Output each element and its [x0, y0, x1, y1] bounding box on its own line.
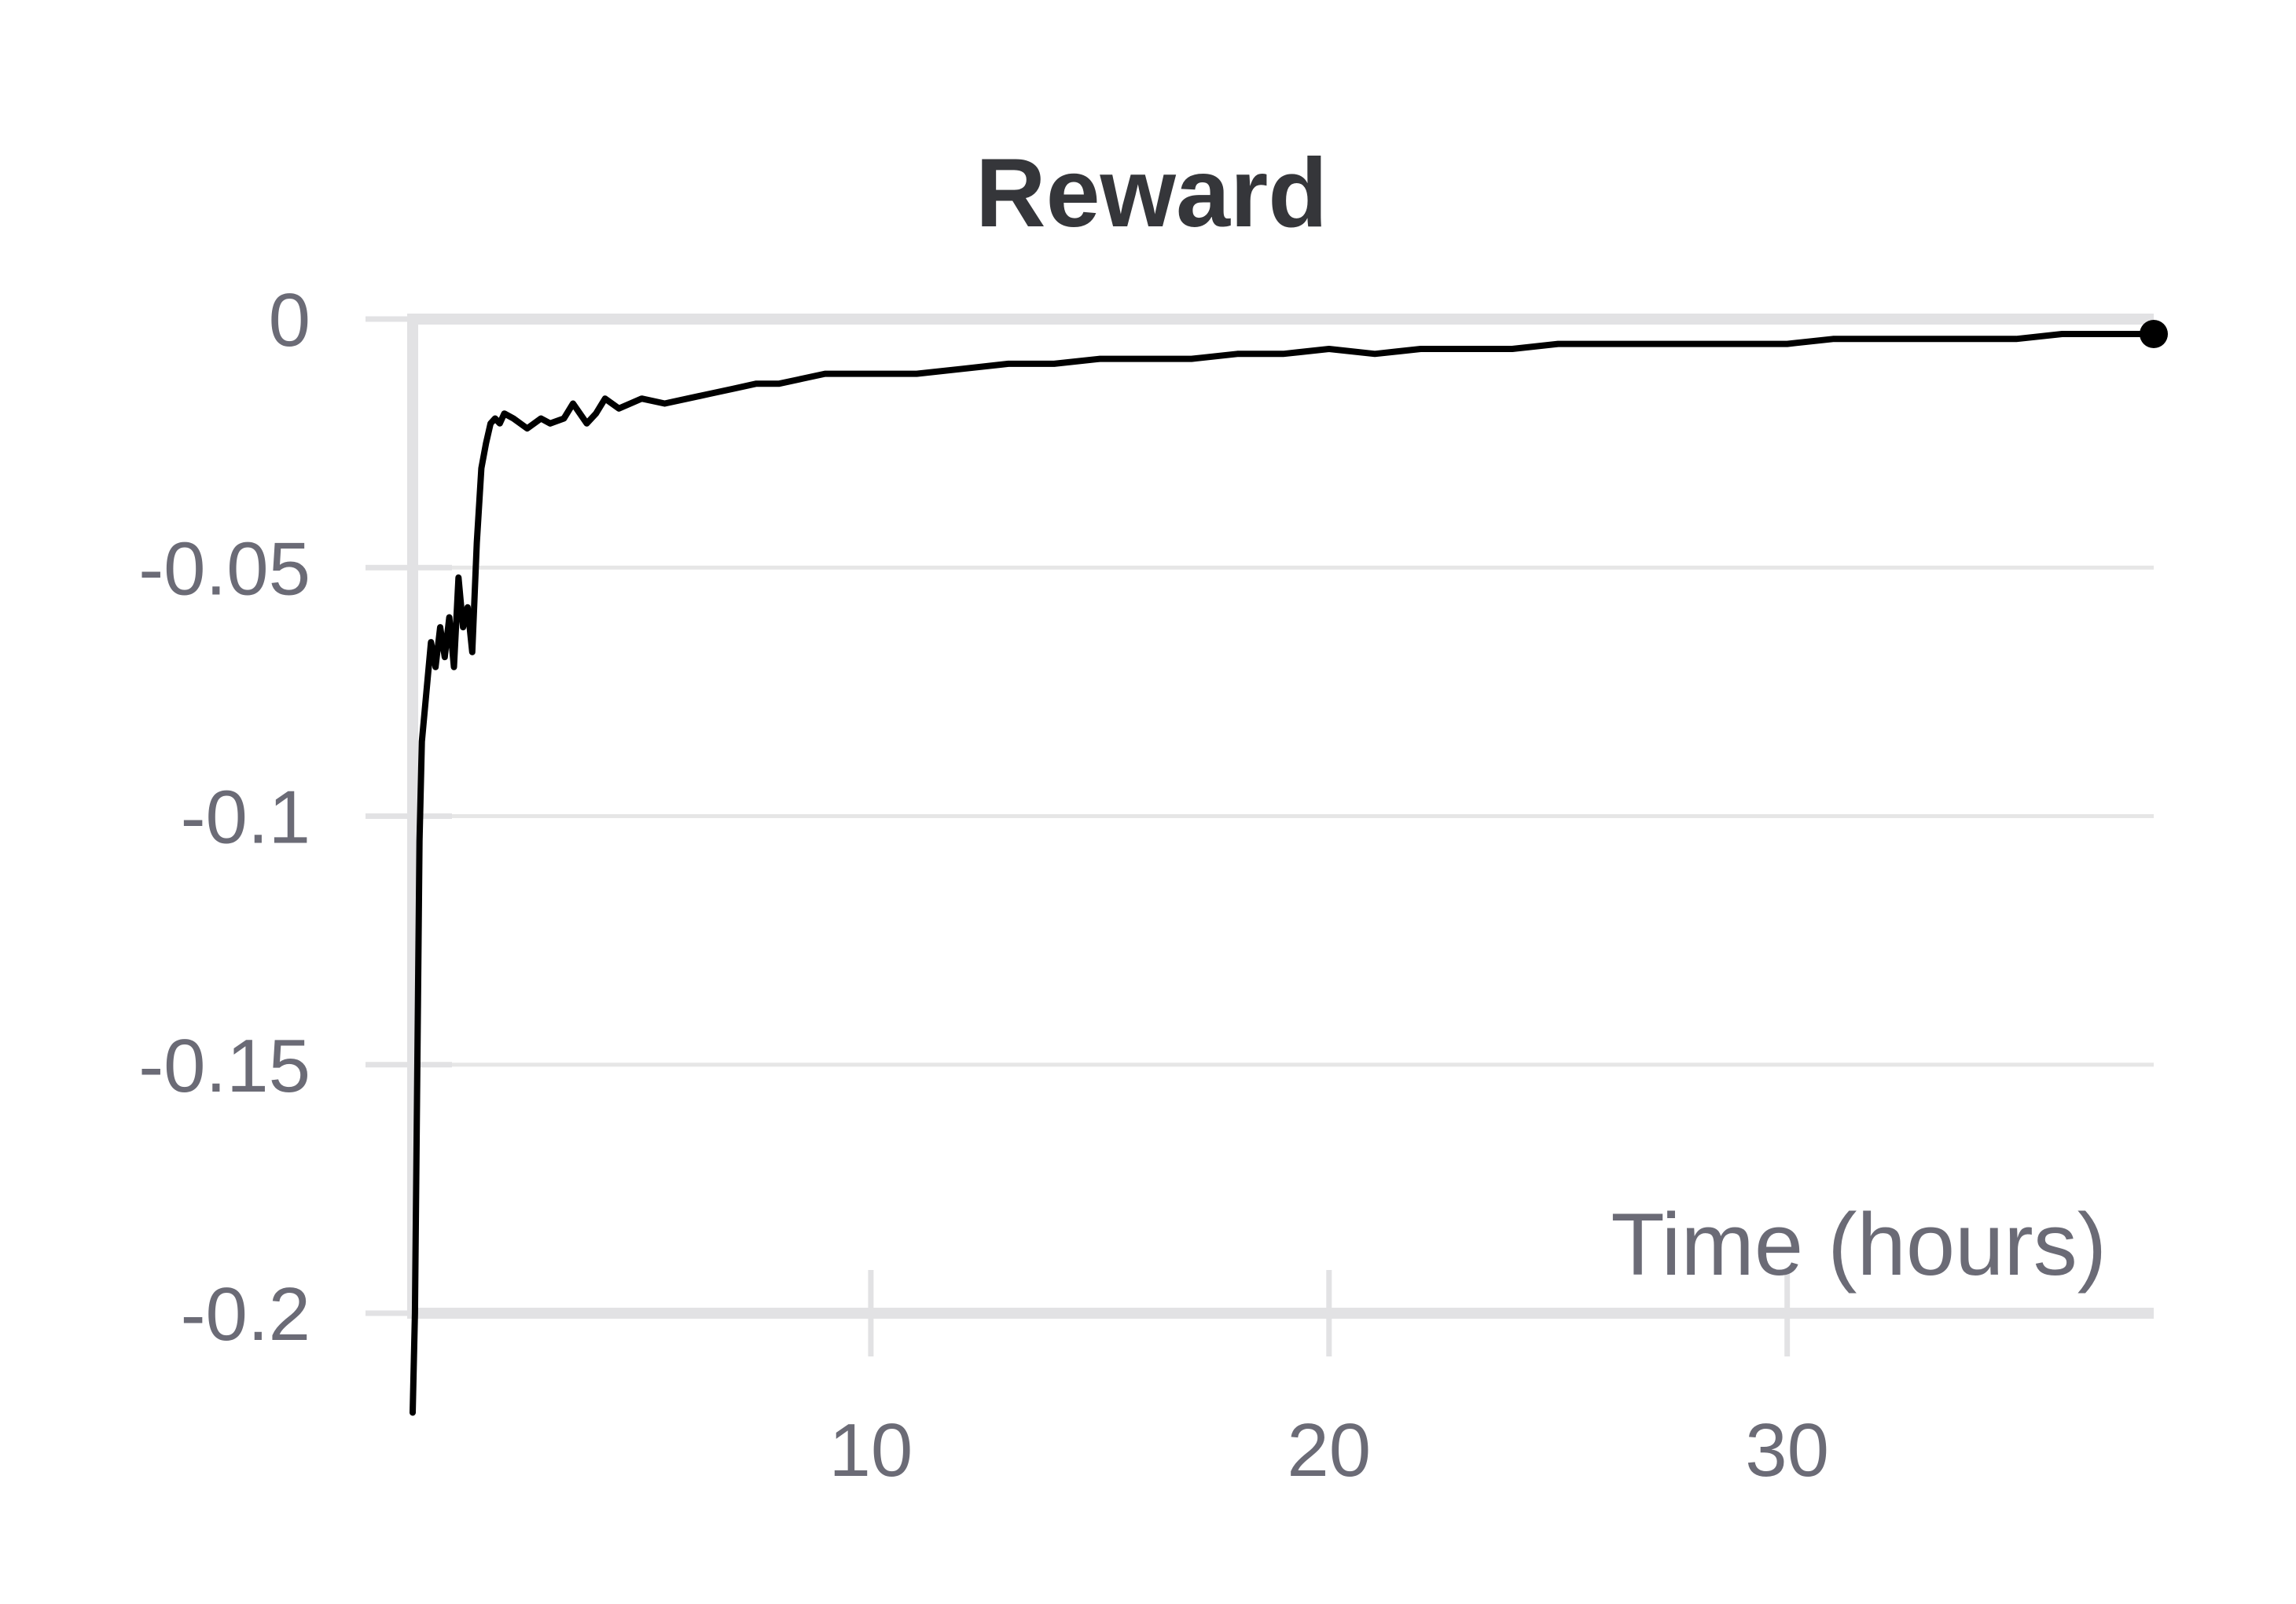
series-layer — [410, 319, 2168, 1416]
chart-title: Reward — [975, 139, 1328, 248]
x-tick-label: 30 — [1745, 1408, 1829, 1492]
x-tick-label: 10 — [829, 1408, 913, 1492]
x-axis-title: Time (hours) — [1611, 1195, 2107, 1294]
reward-series-line — [410, 331, 2157, 1416]
axis-layer — [366, 314, 2154, 1356]
y-tick-label: -0.2 — [181, 1272, 310, 1356]
y-tick-label: 0 — [269, 278, 310, 362]
grid-layer — [413, 565, 2154, 1067]
series-end-marker — [2140, 319, 2168, 348]
label-layer: 0 -0.05 -0.1 -0.15 -0.2 10 20 30 — [138, 278, 1829, 1492]
y-tick-label: -0.15 — [138, 1024, 310, 1108]
y-tick-label: -0.1 — [181, 776, 310, 860]
x-tick-label: 20 — [1287, 1408, 1371, 1492]
y-tick-label: -0.05 — [138, 527, 310, 611]
